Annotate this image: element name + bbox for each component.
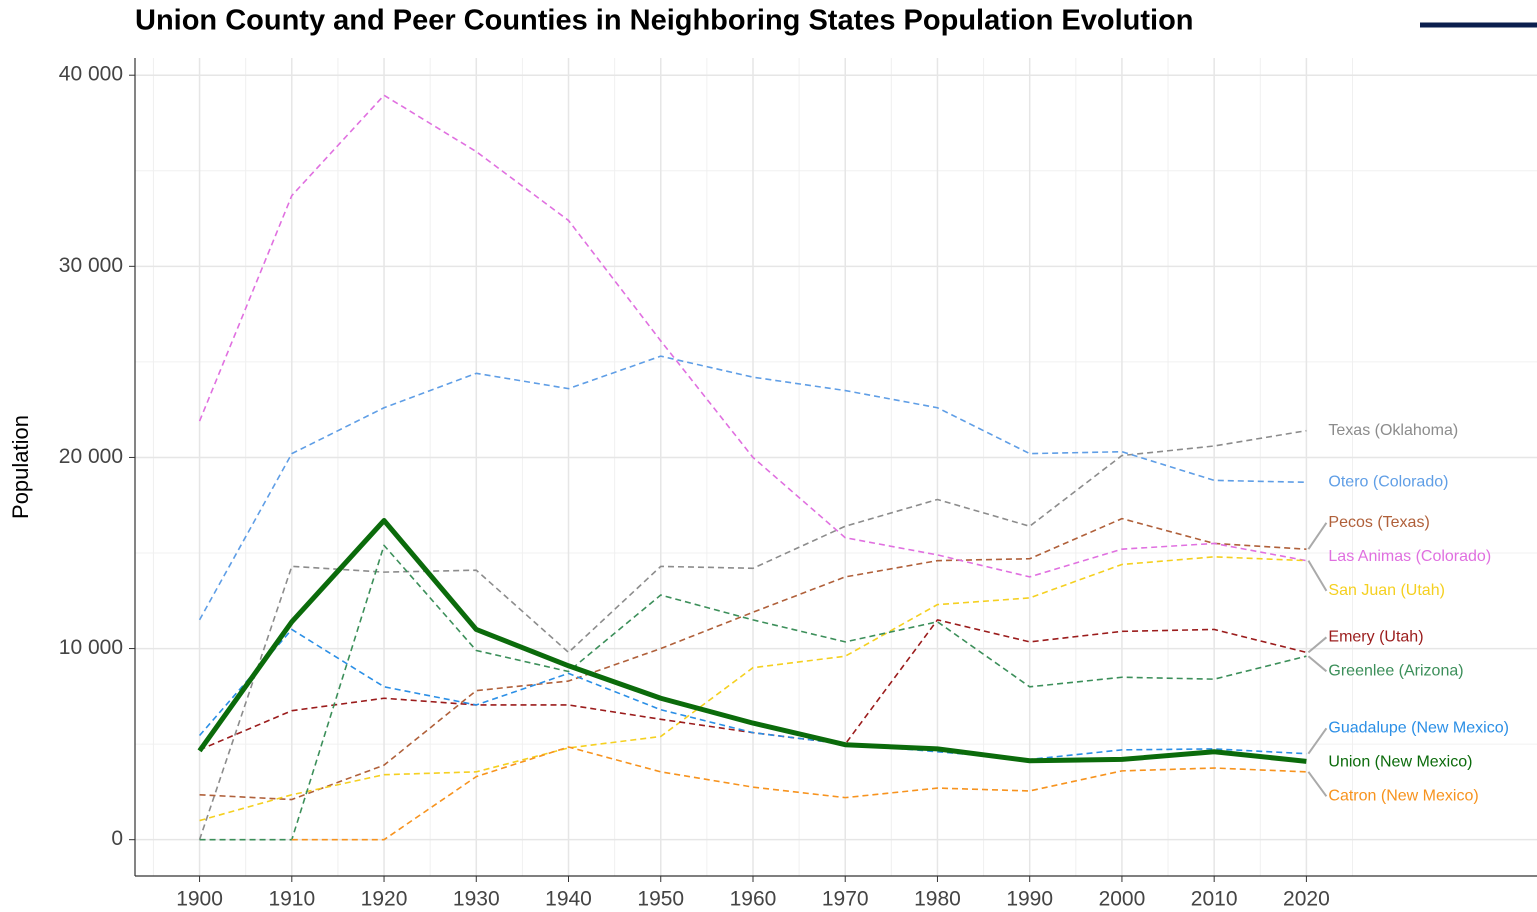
label-leader — [1307, 727, 1328, 755]
label-leader — [1307, 560, 1328, 592]
y-tick-label: 20 000 — [59, 445, 123, 468]
x-tick-label: 2000 — [1099, 888, 1146, 911]
x-tick-label: 1910 — [268, 888, 315, 911]
series-label: Otero (Colorado) — [1328, 474, 1448, 491]
series-label: Catron (New Mexico) — [1328, 788, 1478, 805]
series-line — [199, 556, 1307, 822]
series-line — [198, 355, 1307, 621]
x-tick-label: 1960 — [730, 888, 777, 911]
series-label: Greenlee (Arizona) — [1328, 663, 1463, 680]
y-axis-label: Population — [8, 415, 33, 519]
x-tick-label: 1970 — [822, 888, 869, 911]
highlight-line — [197, 518, 1307, 764]
series-label: Union (New Mexico) — [1328, 754, 1472, 771]
series-line — [198, 628, 1307, 761]
x-tick-label: 2020 — [1283, 888, 1330, 911]
y-tick-label: 0 — [111, 827, 123, 850]
series-line — [291, 746, 1307, 841]
series-label: San Juan (Utah) — [1328, 582, 1445, 599]
x-tick-label: 1950 — [637, 888, 684, 911]
series-label: Guadalupe (New Mexico) — [1328, 720, 1509, 737]
y-tick-label: 10 000 — [59, 636, 123, 659]
label-leader — [1307, 771, 1328, 797]
x-tick-label: 2010 — [1191, 888, 1238, 911]
series-label: Emery (Utah) — [1328, 629, 1423, 646]
series-line — [198, 429, 1307, 840]
label-leader — [1307, 655, 1328, 673]
series-line — [199, 517, 1307, 801]
label-leader — [1307, 636, 1328, 654]
x-tick-label: 1940 — [545, 888, 592, 911]
chart-title: Union County and Peer Counties in Neighb… — [135, 5, 1194, 37]
label-leader — [1307, 522, 1328, 550]
series-label: Texas (Oklahoma) — [1328, 422, 1458, 439]
x-tick-label: 1900 — [176, 888, 223, 911]
x-tick-label: 1930 — [453, 888, 500, 911]
series-label: Pecos (Texas) — [1328, 514, 1429, 531]
x-tick-label: 1980 — [914, 888, 961, 911]
y-tick-label: 30 000 — [59, 254, 123, 277]
series-line — [199, 544, 1307, 841]
x-tick-label: 1920 — [361, 888, 408, 911]
y-tick-label: 40 000 — [59, 63, 123, 86]
series-line — [198, 94, 1307, 578]
x-tick-label: 1990 — [1006, 888, 1053, 911]
series-label: Las Animas (Colorado) — [1328, 548, 1491, 565]
